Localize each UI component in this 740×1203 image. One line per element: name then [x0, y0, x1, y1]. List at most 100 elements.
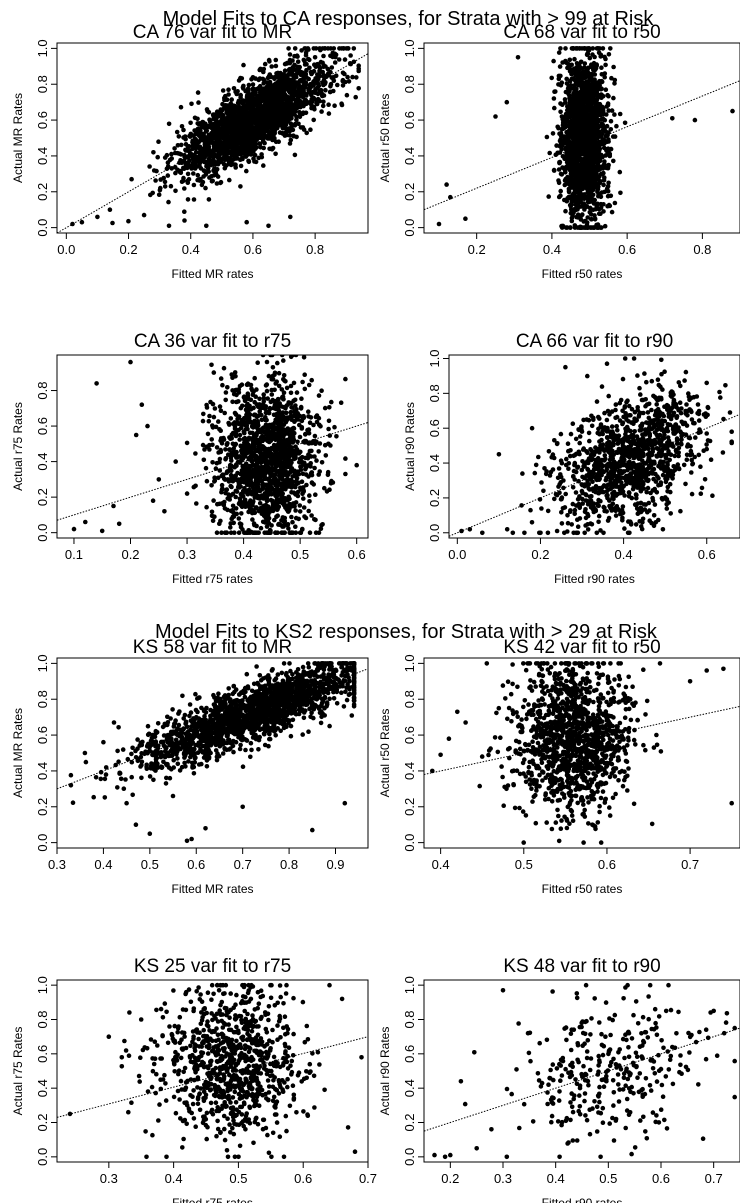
data-point: [231, 141, 236, 146]
data-point: [282, 68, 288, 73]
data-point: [551, 96, 557, 101]
data-point: [155, 154, 160, 160]
data-point: [606, 108, 611, 113]
data-point: [228, 101, 234, 106]
data-point: [232, 530, 237, 535]
data-point: [563, 136, 568, 142]
data-point: [571, 119, 577, 124]
data-point: [578, 175, 584, 180]
panel-title: CA 68 var fit to r50: [503, 22, 660, 43]
data-point: [294, 117, 299, 123]
data-point: [448, 194, 453, 200]
y-tick-label: 0.6: [35, 111, 50, 129]
data-point: [246, 125, 252, 131]
data-point: [322, 81, 328, 87]
data-point: [587, 170, 593, 176]
data-point: [211, 156, 216, 162]
data-point: [323, 87, 328, 93]
data-point: [234, 156, 239, 161]
data-point: [212, 406, 218, 411]
data-point: [300, 94, 306, 100]
data-point: [239, 106, 244, 111]
data-point: [224, 116, 230, 122]
data-point: [692, 117, 698, 123]
data-point: [551, 58, 556, 64]
data-point: [575, 112, 580, 117]
data-point: [215, 122, 220, 127]
data-point: [610, 134, 616, 139]
data-point: [251, 89, 256, 94]
data-point: [240, 100, 246, 105]
data-point: [568, 83, 574, 88]
data-point: [563, 208, 568, 214]
data-point: [215, 148, 221, 154]
y-tick-label: 0.0: [402, 219, 417, 237]
data-point: [323, 453, 329, 458]
data-point: [262, 140, 267, 146]
data-point: [317, 66, 323, 71]
data-point: [589, 198, 594, 203]
data-point: [251, 156, 256, 162]
data-point: [558, 188, 563, 194]
data-point: [558, 46, 563, 51]
data-point: [211, 146, 217, 151]
data-point: [595, 119, 600, 124]
data-point: [285, 119, 291, 124]
y-tick-label: 0.2: [402, 183, 417, 201]
data-point: [344, 92, 350, 98]
data-point: [221, 129, 227, 134]
data-point: [248, 149, 254, 154]
data-point: [264, 417, 269, 423]
data-point: [225, 120, 230, 126]
data-point: [567, 93, 572, 98]
data-point: [558, 73, 563, 79]
data-point: [346, 79, 352, 84]
data-point: [178, 168, 183, 174]
data-point: [179, 142, 184, 148]
data-point: [579, 204, 584, 209]
data-point: [191, 182, 197, 188]
data-point: [228, 472, 234, 478]
data-point: [586, 65, 591, 71]
data-point: [546, 194, 551, 199]
data-point: [292, 152, 298, 158]
data-point: [238, 163, 244, 169]
data-point: [326, 426, 331, 432]
data-point: [306, 409, 311, 415]
data-point: [249, 77, 254, 82]
data-point: [246, 111, 251, 116]
data-point: [244, 94, 250, 100]
data-point: [200, 418, 206, 424]
data-point: [95, 214, 100, 220]
data-point: [273, 106, 279, 112]
data-point: [576, 135, 582, 140]
data-point: [279, 355, 285, 358]
data-point: [290, 127, 296, 133]
data-point: [269, 392, 275, 397]
data-point: [599, 72, 605, 77]
data-point: [345, 74, 350, 80]
data-point: [582, 65, 587, 70]
data-point: [577, 225, 582, 230]
data-point: [588, 92, 594, 97]
data-point: [730, 108, 735, 114]
data-point: [551, 167, 557, 173]
data-point: [598, 179, 603, 184]
data-point: [320, 103, 326, 109]
data-point: [560, 154, 566, 159]
data-point: [291, 133, 297, 139]
data-point: [187, 151, 193, 156]
data-point: [314, 458, 319, 463]
data-point: [567, 69, 573, 74]
data-point: [299, 85, 305, 90]
data-point: [281, 377, 286, 382]
data-point: [210, 460, 215, 465]
data-point: [305, 46, 311, 51]
data-point: [608, 118, 614, 124]
data-point: [238, 184, 243, 189]
data-point: [224, 107, 230, 113]
data-point: [294, 114, 299, 119]
data-point: [338, 400, 344, 406]
data-point: [238, 94, 243, 100]
